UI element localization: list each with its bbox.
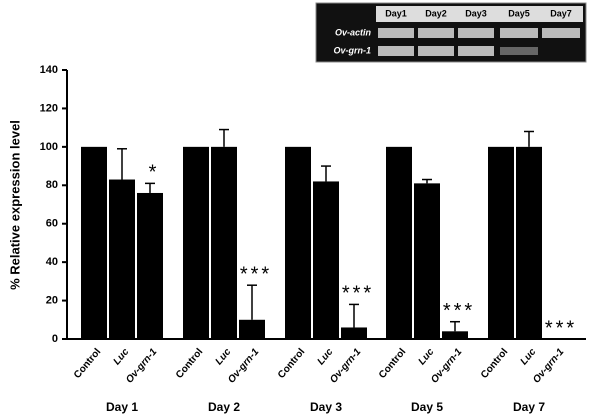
gel-band	[418, 46, 454, 56]
gel-band	[458, 46, 494, 56]
y-tick-label: 20	[46, 294, 58, 306]
x-tick-label: Luc	[416, 346, 436, 367]
bar	[81, 146, 107, 339]
bar	[183, 146, 209, 339]
gel-row-label: Ov-grn-1	[333, 45, 371, 55]
bar	[386, 146, 412, 339]
bar	[341, 327, 367, 339]
bar	[285, 146, 311, 339]
bar	[488, 146, 514, 339]
x-tick-label: Luc	[111, 346, 131, 367]
bar	[211, 146, 237, 339]
x-tick-label: Luc	[518, 346, 538, 367]
gel-band	[378, 28, 414, 38]
bar	[137, 192, 163, 339]
x-tick-label: Luc	[315, 346, 335, 367]
gel-lane-label: Day3	[465, 8, 487, 18]
y-tick-label: 80	[46, 179, 58, 191]
y-tick-label: 60	[46, 218, 58, 230]
y-tick-label: 140	[40, 64, 58, 76]
significance-label: ***	[545, 317, 577, 339]
bar	[442, 331, 468, 339]
x-tick-label: Control	[72, 346, 103, 380]
x-group-label: Day 5	[411, 400, 443, 414]
gel-bands	[378, 28, 580, 56]
gel-lane-label: Day1	[385, 8, 407, 18]
gel-inset	[315, 2, 587, 63]
x-tick-label: Control	[276, 346, 307, 380]
gel-band	[378, 46, 414, 56]
gel-lane-label: Day7	[550, 8, 572, 18]
x-group-label: Day 2	[208, 400, 240, 414]
significance-label: ***	[240, 263, 272, 285]
y-tick-label: 120	[40, 102, 58, 114]
bar	[109, 179, 135, 339]
bar	[516, 146, 542, 339]
bar	[313, 181, 339, 339]
significance-label: ***	[443, 300, 475, 322]
gel-lane-label: Day5	[508, 8, 530, 18]
bar	[239, 319, 265, 339]
x-tick-label: Luc	[213, 346, 233, 367]
y-tick-label: 100	[40, 141, 58, 153]
significance-label: ***	[342, 283, 374, 305]
x-tick-label: Control	[377, 346, 408, 380]
gel-band	[500, 47, 538, 55]
gel-band	[542, 28, 580, 38]
significance-label: *	[149, 162, 160, 184]
x-group-label: Day 7	[513, 400, 545, 414]
gel-band	[418, 28, 454, 38]
gel-band	[500, 28, 538, 38]
x-group-label: Day 1	[106, 400, 138, 414]
gel-band	[458, 28, 494, 38]
y-tick-label: 40	[46, 256, 58, 268]
gel-lane-label: Day2	[425, 8, 447, 18]
x-tick-label: Control	[174, 346, 205, 380]
gel-header	[376, 6, 583, 22]
x-group-label: Day 3	[310, 400, 342, 414]
y-axis-label: % Relative expression level	[7, 120, 22, 290]
x-tick-label: Control	[479, 346, 510, 380]
gel-row-label: Ov-actin	[335, 27, 372, 37]
y-tick-label: 0	[52, 333, 58, 345]
bar	[414, 183, 440, 339]
